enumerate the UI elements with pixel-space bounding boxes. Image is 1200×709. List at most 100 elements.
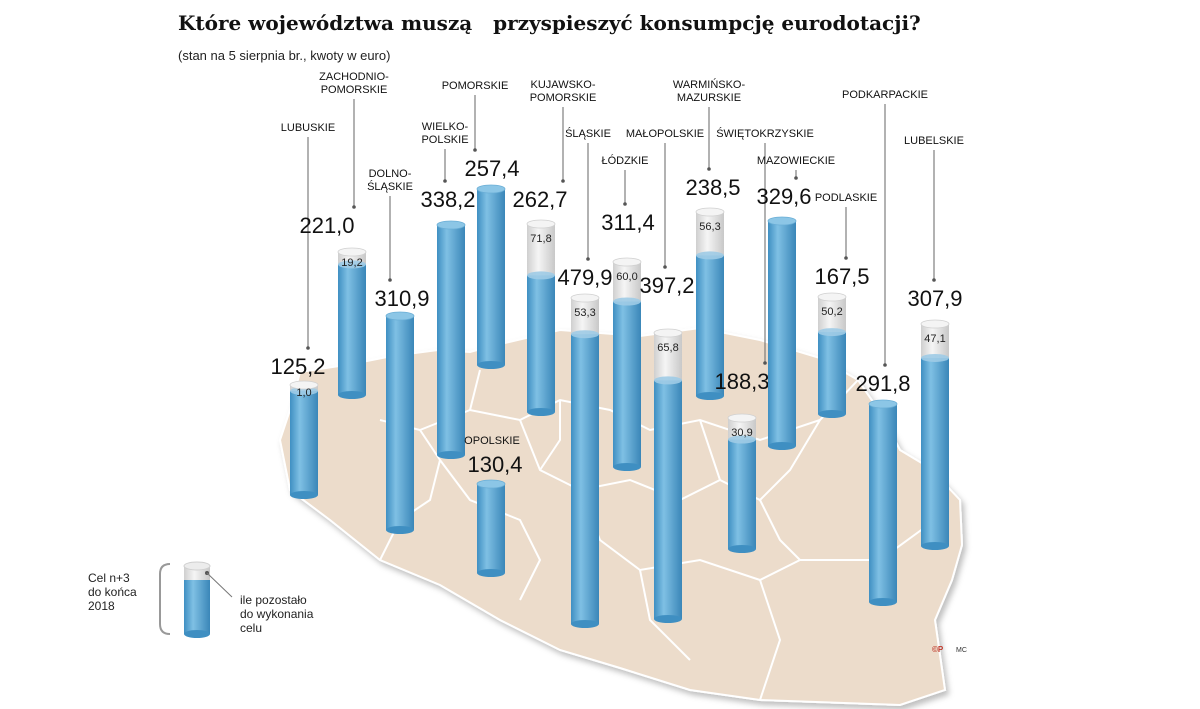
border-10 xyxy=(539,400,561,471)
legend-cylinder-top xyxy=(183,561,211,571)
region-label-2: ZACHODNIO-POMORSKIE xyxy=(319,71,389,96)
region-label-line: ZACHODNIO- xyxy=(319,71,389,83)
total-label: 257,4 xyxy=(464,156,519,181)
border-6 xyxy=(639,569,691,661)
bar-group-12: ŚWIĘTOKRZYSKIE 30,9 188,3 xyxy=(714,127,814,553)
bar-top xyxy=(526,219,556,229)
bar-group-13: MAZOWIECKIE 329,6 xyxy=(756,155,835,450)
bar-group-16: LUBELSKIE 47,1 307,9 xyxy=(904,135,964,550)
bar-remaining xyxy=(818,297,846,333)
region-label-13: MAZOWIECKIE xyxy=(757,155,835,167)
bar-group-15: PODKARPACKIE 291,8 xyxy=(842,89,928,606)
bar-group-4: WIELKO-POLSKIE 338,2 xyxy=(420,121,476,459)
bar-remaining xyxy=(527,224,555,276)
region-label-7: KUJAWSKO-POMORSKIE xyxy=(530,79,597,104)
region-label-4: WIELKO-POLSKIE xyxy=(421,121,468,146)
bar-base xyxy=(768,442,796,450)
bar-base xyxy=(527,408,555,416)
region-label-6: OPOLSKIE xyxy=(464,435,520,447)
border-7 xyxy=(759,499,936,561)
region-label-line: DOLNO- xyxy=(369,168,412,180)
bar-top xyxy=(920,319,950,329)
bar-base xyxy=(571,620,599,628)
region-label-14: PODLASKIE xyxy=(815,192,877,204)
bar-group-6: OPOLSKIE 130,4 xyxy=(464,435,523,577)
leader-dot xyxy=(663,265,667,269)
leader-dot xyxy=(473,148,477,152)
region-label-line: ŚLĄSKIE xyxy=(565,127,611,140)
region-label-line: WIELKO- xyxy=(422,121,469,133)
total-label: 130,4 xyxy=(467,452,522,477)
leader-dot xyxy=(844,256,848,260)
bar-top xyxy=(385,311,415,321)
leader-dot xyxy=(794,176,798,180)
bar xyxy=(477,484,505,573)
bar-group-7: KUJAWSKO-POMORSKIE 71,8 262,7 xyxy=(512,79,596,416)
bar-remaining-edge xyxy=(290,387,318,395)
bar-group-8: ŚLĄSKIE 53,3 479,9 xyxy=(557,127,613,628)
bar-remaining xyxy=(654,333,682,381)
leader-dot xyxy=(586,257,590,261)
bar-top xyxy=(436,220,466,230)
region-label-line: POLSKIE xyxy=(421,134,468,146)
bar-remaining xyxy=(613,262,641,302)
region-label-1: LUBUSKIE xyxy=(281,122,335,134)
region-label-16: LUBELSKIE xyxy=(904,135,964,147)
total-label: 125,2 xyxy=(270,354,325,379)
total-label: 338,2 xyxy=(420,187,475,212)
bar-remaining-edge xyxy=(654,376,682,385)
region-label-line: ŚLĄSKIE xyxy=(367,180,413,193)
bars-layer: LUBUSKIE1,0125,2ZACHODNIO-POMORSKIE19,22… xyxy=(270,71,964,628)
remaining-label: 53,3 xyxy=(574,307,595,319)
bar-group-3: DOLNO-ŚLĄSKIE 310,9 xyxy=(367,168,430,534)
region-label-11: WARMIŃSKO-MAZURSKIE xyxy=(673,78,746,104)
bar-group-9: ŁÓDZKIE 60,0 311,4 xyxy=(601,154,655,471)
bar-group-14: PODLASKIE 50,2 167,5 xyxy=(814,192,877,418)
bar-top xyxy=(653,328,683,338)
bar-remaining-edge xyxy=(571,330,599,339)
bar-remaining-edge xyxy=(818,328,846,337)
region-label-12: ŚWIĘTOKRZYSKIE xyxy=(716,127,814,140)
region-label-line: POMORSKIE xyxy=(321,84,388,96)
bar-base xyxy=(477,361,505,369)
bar-top xyxy=(868,399,898,409)
region-label-line: ŁÓDZKIE xyxy=(601,154,648,167)
remaining-label: 30,9 xyxy=(731,427,752,439)
border-8 xyxy=(759,579,782,701)
bar-group-1: LUBUSKIE 1,0 125,2 xyxy=(270,122,335,499)
region-label-line: WARMIŃSKO- xyxy=(673,78,746,91)
region-label-line: LUBUSKIE xyxy=(281,122,335,134)
total-label: 329,6 xyxy=(756,184,811,209)
total-label: 262,7 xyxy=(512,187,567,212)
region-label-3: DOLNO-ŚLĄSKIE xyxy=(367,168,413,193)
leader-dot xyxy=(623,202,627,206)
bar-remaining-edge xyxy=(338,260,366,269)
legend: Cel n+3 do końca 2018 ile pozostało do wyko… xyxy=(88,561,314,638)
bar-group-11: WARMIŃSKO-MAZURSKIE 56,3 238,5 xyxy=(673,78,746,400)
legend-line: do wykonania xyxy=(240,607,314,621)
leader-dot xyxy=(883,363,887,367)
bar-group-10: MAŁOPOLSKIE 65,8 397,2 xyxy=(626,128,704,623)
legend-line: Cel n+3 xyxy=(88,571,130,585)
bar-top xyxy=(337,247,367,257)
total-label: 238,5 xyxy=(685,175,740,200)
bar xyxy=(386,316,414,530)
region-label-15: PODKARPACKIE xyxy=(842,89,928,101)
bar-base xyxy=(869,598,897,606)
bar xyxy=(437,225,465,455)
region-label-10: MAŁOPOLSKIE xyxy=(626,128,704,140)
bar-group-5: POMORSKIE 257,4 xyxy=(442,80,520,369)
legend-pointer-line xyxy=(206,572,233,598)
region-label-line: PODLASKIE xyxy=(815,192,877,204)
total-label: 291,8 xyxy=(855,371,910,396)
bar-base xyxy=(477,569,505,577)
total-label: 221,0 xyxy=(299,213,354,238)
bar-base xyxy=(654,615,682,623)
bar-remaining xyxy=(696,212,724,256)
bar-top xyxy=(476,184,506,194)
bar-base xyxy=(728,545,756,553)
leader-dot xyxy=(443,179,447,183)
bar-remaining xyxy=(728,418,756,440)
bar xyxy=(290,385,318,495)
leader-dot xyxy=(388,278,392,282)
